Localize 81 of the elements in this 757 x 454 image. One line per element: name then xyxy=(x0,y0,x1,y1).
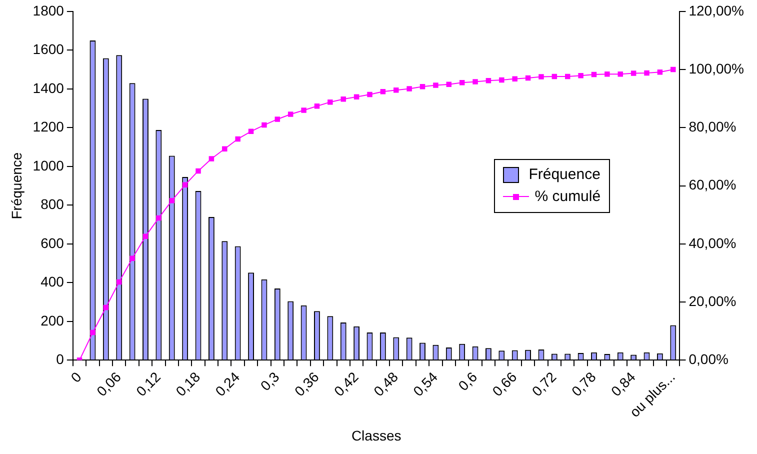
point xyxy=(512,76,518,82)
point xyxy=(670,66,676,72)
point xyxy=(169,198,174,204)
point xyxy=(552,74,558,80)
x-tick-label: 0 xyxy=(68,368,85,386)
y-tick-label: 400 xyxy=(40,274,64,290)
point xyxy=(486,78,492,84)
point xyxy=(578,73,584,78)
point xyxy=(538,74,544,80)
point xyxy=(208,156,214,162)
point xyxy=(459,80,465,86)
point xyxy=(446,82,452,87)
x-tick-label: 0,3 xyxy=(257,368,282,394)
y2-tick-label: 60,00% xyxy=(688,176,736,193)
y-tick-label: 0 xyxy=(56,351,64,368)
y-tick-label: 1600 xyxy=(32,41,64,58)
x-tick-label: 0,84 xyxy=(608,368,639,400)
y2-tick-label: 0,00% xyxy=(688,351,728,368)
x-tick-label: 0,66 xyxy=(489,368,520,400)
point xyxy=(380,88,386,94)
point xyxy=(156,215,162,221)
point xyxy=(90,330,96,336)
y2-tick-label: 40,00% xyxy=(688,234,736,251)
point xyxy=(630,70,636,76)
point xyxy=(433,82,438,88)
x-tick-label: 0,48 xyxy=(370,368,402,400)
x-tick-label: 0,42 xyxy=(330,368,362,400)
point xyxy=(499,77,504,83)
x-tick-label: 0,12 xyxy=(132,368,164,400)
point xyxy=(235,136,240,142)
point xyxy=(328,99,333,105)
point xyxy=(248,128,254,134)
y-tick-label: 1000 xyxy=(32,157,64,174)
point xyxy=(314,104,320,109)
legend-label: Fréquence xyxy=(528,166,600,184)
point xyxy=(367,92,372,98)
point xyxy=(657,70,663,75)
point xyxy=(222,146,228,152)
x-tick-label: 0,54 xyxy=(410,368,441,400)
y-tick-label: 1400 xyxy=(32,80,64,96)
point xyxy=(394,88,399,93)
point xyxy=(130,256,135,262)
y2-tick-label: 120,00% xyxy=(688,2,744,18)
y-tick-label: 200 xyxy=(40,312,64,328)
x-tick-label: 0,72 xyxy=(528,368,560,400)
point xyxy=(301,108,306,113)
point xyxy=(472,79,478,84)
x-tick-label: 0,06 xyxy=(93,368,124,400)
y2-tick-label: 80,00% xyxy=(688,118,736,135)
point xyxy=(274,116,280,122)
x-axis-title: Classes xyxy=(351,427,402,444)
point xyxy=(564,74,570,80)
point xyxy=(591,72,597,78)
point xyxy=(604,72,610,77)
point xyxy=(288,112,294,117)
point xyxy=(420,84,426,90)
x-tick-label: 0,24 xyxy=(212,368,243,400)
legend-label: % cumulé xyxy=(534,188,601,206)
y-tick-label: 1200 xyxy=(32,118,64,135)
y-tick-label: 600 xyxy=(40,234,64,251)
point xyxy=(618,72,623,77)
point xyxy=(644,70,650,76)
point xyxy=(103,304,109,310)
x-tick-label: 0,36 xyxy=(291,368,322,400)
y2-tick-label: 100,00% xyxy=(688,60,744,76)
y2-tick-label: 20,00% xyxy=(688,292,736,309)
point xyxy=(525,75,531,81)
point xyxy=(262,122,267,128)
point xyxy=(182,182,188,188)
y-tick-label: 1800 xyxy=(32,2,64,18)
y-axis-title: Fréquence xyxy=(8,152,24,220)
point xyxy=(406,86,412,92)
y-tick-label: 800 xyxy=(40,196,64,212)
point xyxy=(196,168,201,174)
point xyxy=(354,94,360,100)
point xyxy=(340,96,346,102)
point xyxy=(142,234,148,239)
x-tick-label: 0,18 xyxy=(172,368,204,400)
point xyxy=(116,279,122,285)
x-tick-label: 0,78 xyxy=(568,368,599,400)
x-tick-label: 0,6 xyxy=(455,368,480,394)
